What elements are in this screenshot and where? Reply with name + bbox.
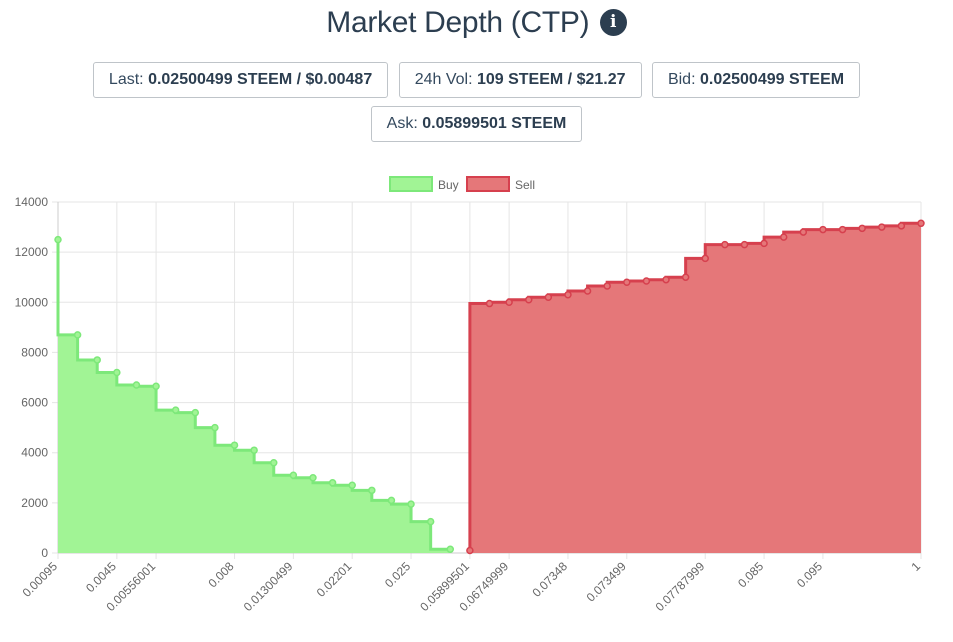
sell-point (662, 275, 670, 284)
sell-point (524, 296, 533, 304)
buy-point (54, 235, 62, 244)
x-tick-label: 0.025 (382, 559, 413, 590)
sell-point (878, 223, 886, 231)
stat-label: Last: (108, 71, 144, 88)
sell-point (721, 240, 729, 249)
y-tick-label: 8000 (21, 345, 48, 359)
y-tick-label: 4000 (21, 446, 48, 460)
stat-label: 24h Vol: (414, 71, 473, 88)
x-tick-label: 0.0045 (83, 559, 119, 595)
sell-point (799, 228, 808, 236)
sell-point (779, 233, 788, 241)
last-price-stat: Last: 0.02500499 STEEM / $0.00487 (92, 62, 389, 98)
stat-value: 0.02500499 STEEM (699, 71, 845, 88)
buy-point (289, 471, 298, 480)
legend-swatch-sell[interactable] (466, 176, 510, 192)
x-tick-label: 0.00095 (20, 559, 61, 600)
x-tick-label: 0.073499 (584, 559, 630, 605)
buy-point (446, 545, 455, 553)
legend-label-sell[interactable]: Sell (515, 178, 535, 192)
y-tick-label: 6000 (21, 396, 48, 410)
buy-point (250, 446, 258, 454)
sell-point (623, 278, 631, 286)
sell-point (838, 225, 847, 234)
buy-point (426, 517, 435, 526)
buy-point (368, 486, 376, 495)
sell-point (505, 298, 513, 307)
legend-swatch-buy[interactable] (389, 176, 433, 192)
stats-row-2: Ask: 0.05899501 STEEM (0, 106, 953, 142)
sell-point (466, 546, 474, 555)
info-circle-icon[interactable]: i (599, 8, 627, 36)
x-tick-label: 0.095 (794, 559, 825, 590)
x-tick-label: 0.07348 (529, 559, 570, 600)
y-tick-label: 0 (41, 546, 48, 560)
ask-stat: Ask: 0.05899501 STEEM (370, 106, 583, 142)
stat-value: 0.02500499 STEEM / $0.00487 (148, 71, 373, 88)
y-tick-label: 2000 (21, 496, 48, 510)
buy-point (132, 381, 141, 389)
buy-point (230, 441, 239, 449)
stat-label: Bid: (667, 71, 696, 88)
x-tick-label: 0.02201 (314, 559, 355, 600)
sell-point (583, 287, 592, 295)
stat-value: 0.05899501 STEEM (422, 115, 567, 132)
stats-row: Last: 0.02500499 STEEM / $0.00487 24h Vo… (0, 62, 953, 98)
sell-point (819, 225, 827, 234)
sell-area (469, 223, 921, 553)
sell-point (701, 254, 709, 263)
buy-point (113, 368, 121, 377)
buy-point (387, 496, 396, 505)
buy-point (171, 406, 180, 414)
sell-point (564, 291, 572, 299)
legend-label-buy[interactable]: Buy (438, 178, 459, 192)
buy-point (309, 474, 317, 482)
volume-stat: 24h Vol: 109 STEEM / $21.27 (398, 62, 642, 98)
x-tick-label: 0.085 (735, 559, 766, 590)
sell-point (681, 273, 690, 281)
stat-label: Ask: (386, 115, 418, 132)
x-tick-label: 1 (908, 559, 923, 574)
buy-point (211, 423, 219, 432)
title-row: Market Depth (CTP) i (0, 6, 953, 40)
buy-point (191, 408, 200, 417)
sell-point (858, 224, 866, 233)
y-tick-label: 14000 (15, 195, 49, 209)
sell-point (917, 219, 925, 228)
y-tick-label: 10000 (15, 295, 49, 309)
market-depth-chart[interactable]: 0 2000 4000 6000 8000 10000 12000 14000 0.00095 0… (0, 165, 953, 642)
buy-point (270, 458, 278, 467)
x-tick-label: 0.01300499 (241, 559, 296, 614)
buy-area (58, 239, 451, 553)
sell-point (603, 282, 611, 290)
sell-point (642, 277, 651, 285)
page-title: Market Depth (CTP) (326, 6, 590, 39)
bid-stat: Bid: 0.02500499 STEEM (651, 62, 861, 98)
sell-point (740, 240, 749, 249)
buy-point (407, 500, 415, 508)
stat-value: 109 STEEM / $21.27 (476, 71, 626, 88)
buy-point (348, 481, 356, 490)
buy-point (73, 331, 82, 339)
sell-point (485, 299, 494, 308)
buy-point (152, 382, 160, 391)
buy-point (328, 479, 337, 487)
x-tick-label: 0.008 (206, 559, 237, 590)
y-tick-label: 12000 (15, 245, 49, 259)
sell-point (544, 293, 553, 302)
x-tick-label: 0.07787999 (653, 559, 708, 614)
buy-point (93, 356, 101, 364)
sell-point (897, 222, 906, 230)
sell-point (760, 239, 768, 248)
